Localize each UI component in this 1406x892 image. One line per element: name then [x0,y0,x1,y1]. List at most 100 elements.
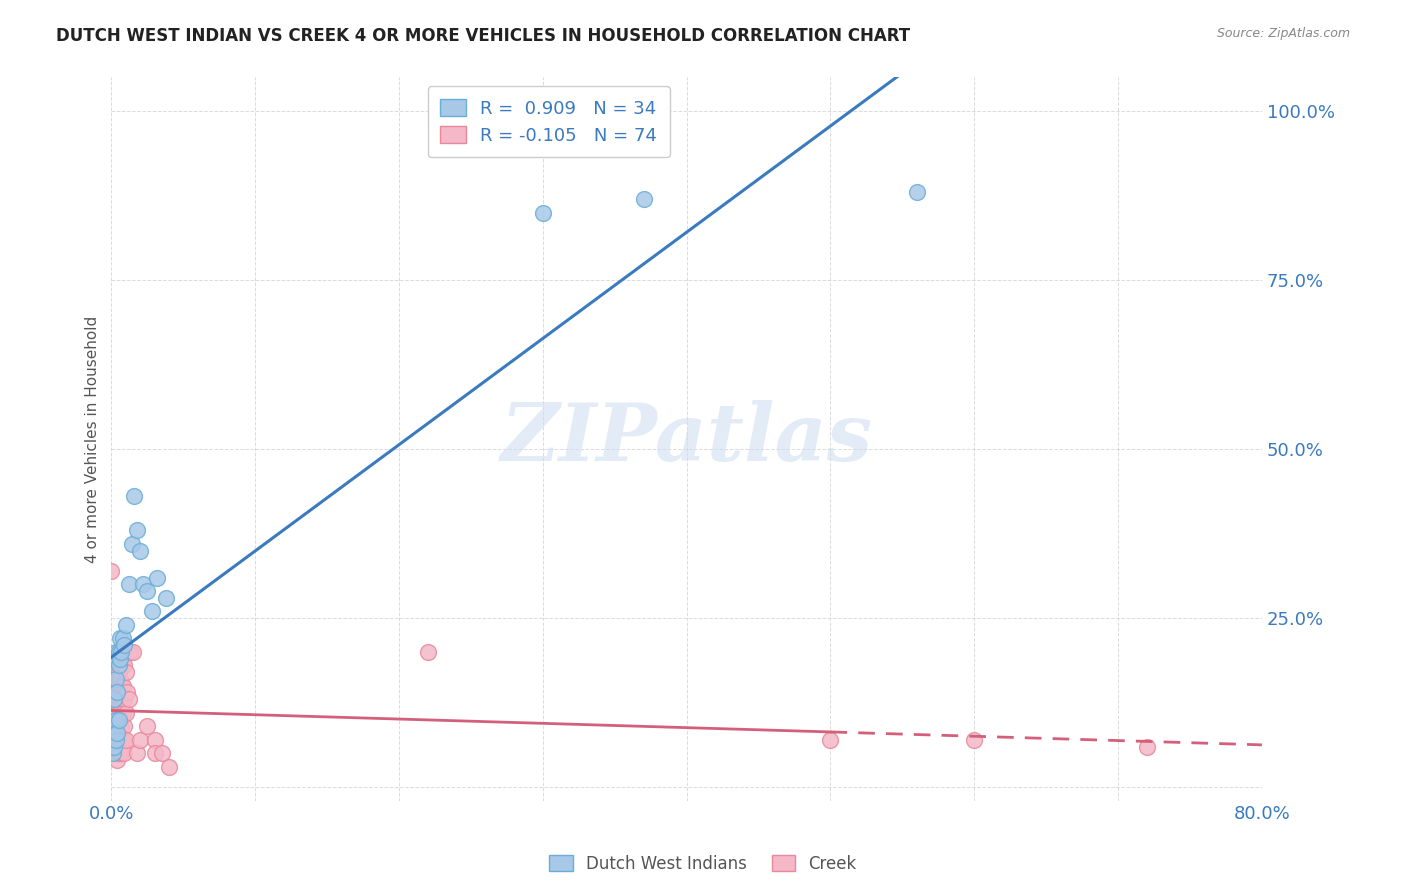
Point [112,658,135,673]
Point [101,726,124,740]
Point [103,739,125,754]
Point [107,726,129,740]
Point [108,632,131,646]
Point [103,726,125,740]
Point [107,713,129,727]
Point [108,651,131,665]
Point [111,632,134,646]
Point [105,732,128,747]
Point [103,732,125,747]
Point [110,698,132,713]
Point [101,726,124,740]
Point [103,706,125,720]
Point [101,713,124,727]
Text: Source: ZipAtlas.com: Source: ZipAtlas.com [1216,27,1350,40]
Point [104,739,127,754]
Point [100,564,122,578]
Point [120,645,142,659]
Point [104,672,127,686]
Point [104,706,127,720]
Point [111,679,134,693]
Point [108,672,131,686]
Point [124,490,146,504]
Point [108,651,131,665]
Point [101,732,124,747]
Point [143,732,166,747]
Point [132,577,155,591]
Point [111,732,134,747]
Point [105,685,128,699]
Point [105,719,128,733]
Point [110,679,132,693]
Point [143,747,166,761]
Point [905,186,928,200]
Point [141,604,163,618]
Point [105,651,128,665]
Point [104,679,127,693]
Point [103,739,125,754]
Point [108,732,131,747]
Point [103,719,125,733]
Point [107,732,129,747]
Point [129,732,152,747]
Point [122,645,145,659]
Point [107,665,129,680]
Point [118,577,141,591]
Point [103,719,125,733]
Point [155,591,177,605]
Legend: R =  0.909   N = 34, R = -0.105   N = 74: R = 0.909 N = 34, R = -0.105 N = 74 [427,87,669,158]
Point [108,706,131,720]
Point [114,706,136,720]
Y-axis label: 4 or more Vehicles in Household: 4 or more Vehicles in Household [86,316,100,563]
Point [416,645,439,659]
Point [104,719,127,733]
Point [820,732,842,747]
Point [157,760,180,774]
Text: ZIPatlas: ZIPatlas [501,401,873,478]
Point [107,698,129,713]
Point [118,692,141,706]
Point [111,651,134,665]
Point [150,747,173,761]
Point [146,571,169,585]
Point [127,747,149,761]
Point [101,747,124,761]
Point [105,665,128,680]
Point [103,685,125,699]
Point [114,618,136,632]
Legend: Dutch West Indians, Creek: Dutch West Indians, Creek [543,848,863,880]
Point [110,719,132,733]
Point [531,205,554,219]
Point [115,685,138,699]
Point [103,692,125,706]
Point [105,685,128,699]
Point [121,537,143,551]
Point [105,645,128,659]
Point [107,658,129,673]
Point [110,747,132,761]
Point [101,739,124,754]
Point [1136,739,1159,754]
Point [633,192,655,206]
Point [112,692,135,706]
Point [114,732,136,747]
Point [110,732,132,747]
Point [104,732,127,747]
Point [110,645,132,659]
Point [110,658,132,673]
Point [104,732,127,747]
Point [103,672,125,686]
Point [114,665,136,680]
Point [105,706,128,720]
Point [136,719,159,733]
Point [108,719,131,733]
Point [112,719,135,733]
Point [103,692,125,706]
Point [105,726,128,740]
Point [107,713,129,727]
Point [107,747,129,761]
Point [105,753,128,767]
Text: DUTCH WEST INDIAN VS CREEK 4 OR MORE VEHICLES IN HOUSEHOLD CORRELATION CHART: DUTCH WEST INDIAN VS CREEK 4 OR MORE VEH… [56,27,910,45]
Point [107,645,129,659]
Point [108,747,131,761]
